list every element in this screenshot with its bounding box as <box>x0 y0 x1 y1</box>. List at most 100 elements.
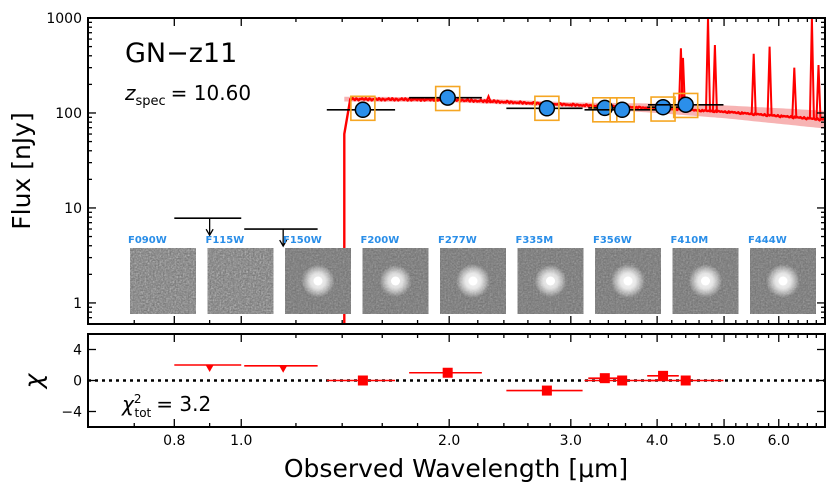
chi2-value: = 3.2 <box>156 392 211 416</box>
cutout-filter-label: F356W <box>593 235 632 246</box>
cutout-filter-label: F277W <box>438 235 477 246</box>
x-tick-label: 5.0 <box>713 433 735 449</box>
redshift-annotation: zspec = 10.60 <box>124 81 251 109</box>
y-tick-label: 100 <box>55 106 82 122</box>
emission-line <box>808 18 815 119</box>
redshift-subscript: spec <box>136 94 166 109</box>
cutout-filter-label: F115W <box>206 235 245 246</box>
limit-arrow <box>205 228 214 237</box>
chi2-superscript: 2 <box>134 392 142 406</box>
residual-limit-marker <box>279 365 288 373</box>
residual-point-f410m <box>647 370 679 381</box>
residual-limit-marker <box>205 365 214 372</box>
emission-line <box>815 64 822 120</box>
cutout-noise <box>207 248 274 314</box>
flux-point <box>354 101 372 119</box>
emission-line <box>750 53 757 115</box>
residual-axis-ticks: 0.8 1.0 2.0 3.0 4.0 5.0 6.0 4 0 −4 <box>61 334 825 449</box>
chi2-symbol: χ <box>121 392 135 416</box>
flux-point <box>677 96 694 114</box>
residual-point-f150w <box>326 375 396 386</box>
chi2-subscript: tot <box>134 406 151 420</box>
x-tick-label: 3.0 <box>560 433 582 449</box>
galaxy-name: GN−z11 <box>125 38 237 69</box>
cutout-f335m: F335M <box>516 235 584 314</box>
residual-limit-f090w <box>174 364 242 372</box>
emission-line <box>680 57 686 110</box>
x-tick-label: 4.0 <box>646 433 668 449</box>
cutout-f410m: F410M <box>671 235 739 314</box>
cutout-f277w: F277W <box>438 235 506 314</box>
residual-panel: 0.8 1.0 2.0 3.0 4.0 5.0 6.040−4 χ2 tot = 3.2 χ O… <box>19 333 826 483</box>
residual-point-f335m <box>588 373 621 384</box>
residual-marker <box>357 375 368 386</box>
cutout-filter-label: F335M <box>516 235 554 246</box>
cutout-strip: F090W F115W F150W F200W F277W F335M F356W F410M… <box>128 235 816 314</box>
flux-point <box>439 89 456 106</box>
x-tick-label: 2.0 <box>438 433 460 449</box>
y-tick-label: 1 <box>73 296 82 312</box>
photometry-point-f356w <box>584 97 656 123</box>
sed-panel: F090W F115W F150W F200W F277W F335M F356W F410M… <box>7 11 826 325</box>
emission-line <box>766 46 773 116</box>
residual-marker <box>658 370 669 381</box>
cutout-f200w: F200W <box>361 235 429 314</box>
source-core <box>391 276 400 286</box>
cutout-noise <box>130 248 196 314</box>
residual-point-f277w <box>506 385 583 396</box>
source-core <box>468 276 478 286</box>
limit-arrow <box>279 239 288 248</box>
emission-line <box>791 67 798 118</box>
upper-limit-f090w <box>174 217 242 237</box>
photometry-point-f444w <box>647 92 724 119</box>
residual-frame <box>87 333 826 428</box>
model-flux-box <box>350 95 376 122</box>
residual-point-f356w <box>584 375 656 386</box>
residual-plot-area <box>88 364 825 396</box>
residual-y-label: χ <box>19 372 48 390</box>
residual-point-f200w <box>409 367 482 378</box>
cutout-f444w: F444W <box>748 235 816 314</box>
model-flux-box <box>609 97 635 123</box>
y-tick-label: 10 <box>64 201 82 217</box>
chi2-annotation: χ2 tot = 3.2 <box>121 392 211 420</box>
residual-marker <box>617 375 628 386</box>
cutout-filter-label: F150W <box>283 235 322 246</box>
model-flux-box <box>534 95 560 122</box>
x-tick-label: 6.0 <box>768 433 790 449</box>
flux-point <box>654 98 672 116</box>
x-tick-label: 0.8 <box>163 433 185 449</box>
cutout-f150w: F150W <box>283 235 351 314</box>
residual-marker <box>599 373 610 384</box>
source-core <box>313 276 323 286</box>
model-flux-box <box>434 85 461 112</box>
sed-frame <box>87 17 826 325</box>
cutout-f356w: F356W <box>593 235 661 314</box>
photometry-point-f150w <box>326 95 396 122</box>
photometry-point-f200w <box>409 85 482 112</box>
residual-marker <box>442 367 453 378</box>
redshift-symbol: z <box>124 81 136 105</box>
cutout-f115w: F115W <box>206 235 274 314</box>
x-tick-label: 1.0 <box>230 433 252 449</box>
residual-marker <box>680 375 691 386</box>
residual-point-f444w <box>647 375 724 386</box>
model-spectrum-line <box>343 96 825 324</box>
model-flux-box <box>650 96 676 122</box>
cutout-filter-label: F410M <box>671 235 709 246</box>
emission-line <box>705 18 711 111</box>
y-tick-label: 1000 <box>46 11 82 27</box>
cutout-f090w: F090W <box>128 235 196 314</box>
emission-line <box>485 93 492 102</box>
residual-limit-f115w <box>244 364 318 373</box>
cutout-filter-label: F444W <box>748 235 787 246</box>
y-axis-label: Flux [nJy] <box>7 112 36 229</box>
model-flux-box <box>672 92 699 119</box>
source-core <box>623 276 633 286</box>
cutout-filter-label: F090W <box>128 235 167 246</box>
flux-point <box>596 99 614 117</box>
photometry-point-f277w <box>506 95 583 122</box>
flux-point <box>613 101 631 119</box>
chi-tick-label: 4 <box>73 343 82 359</box>
